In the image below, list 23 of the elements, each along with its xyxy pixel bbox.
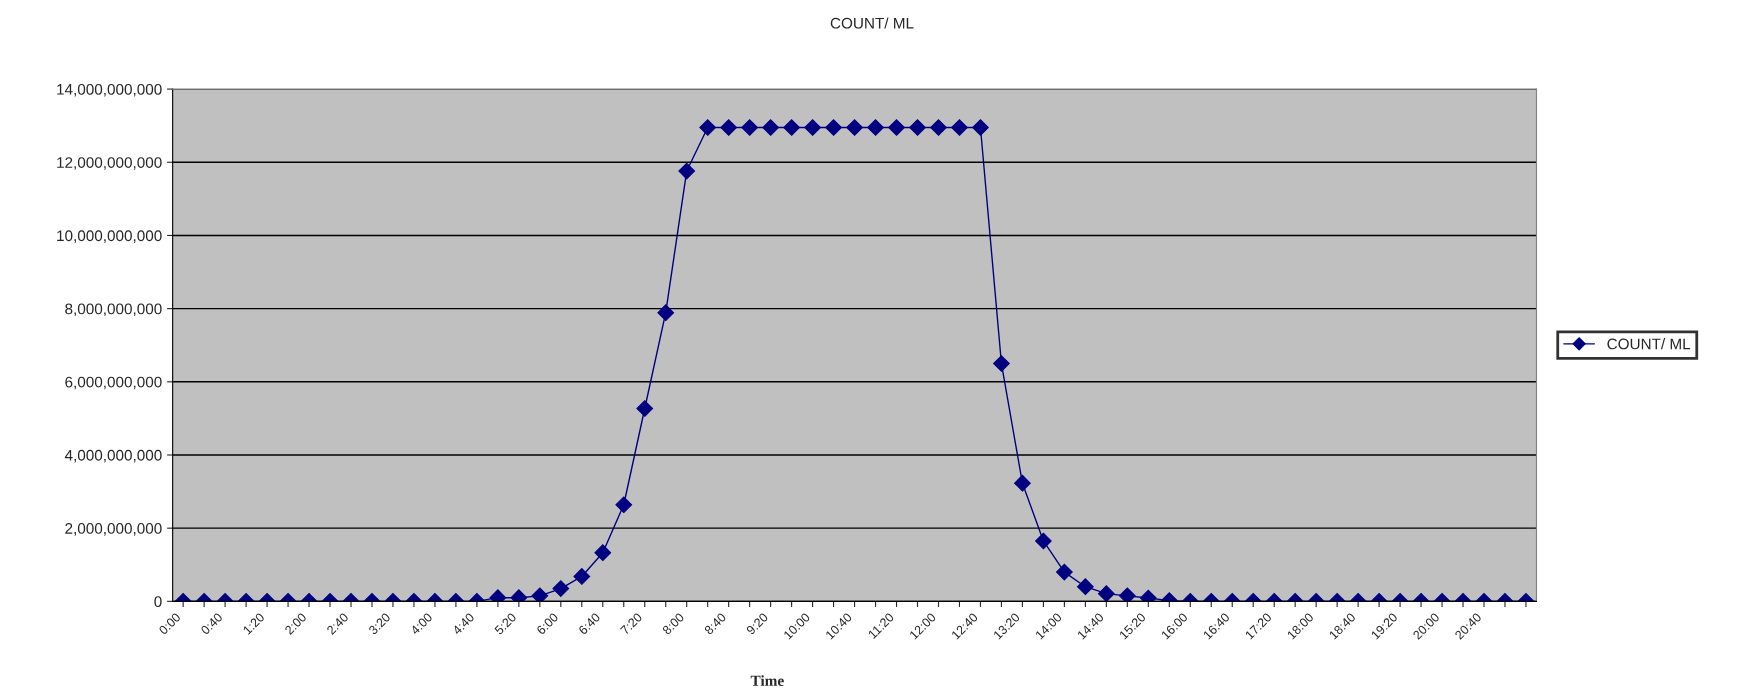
x-tick-label: 4:40	[451, 612, 475, 636]
x-tick-label: 6:00	[536, 612, 559, 636]
x-tick-label: 0:40	[200, 612, 224, 636]
y-tick-label: 8,000,000,000	[65, 303, 162, 317]
y-tick-label: 2,000,000,000	[65, 523, 162, 536]
x-tick-label: 3:20	[368, 612, 391, 636]
x-axis-title: Time	[750, 675, 784, 686]
x-tick-label: 8:40	[703, 612, 727, 636]
chart-title: COUNT/ ML	[830, 17, 914, 29]
y-tick-label: 6,000,000,000	[65, 376, 162, 390]
x-tick-label: 0:00	[158, 612, 182, 636]
y-tick-label: 14,000,000,000	[57, 83, 162, 97]
x-tick-label: 7:20	[619, 612, 643, 635]
x-tick-label: 9:20	[745, 612, 769, 636]
x-tick-label: 8:00	[661, 612, 685, 636]
y-tick-label: 0	[154, 596, 162, 608]
y-tick-label: 12,000,000,000	[57, 157, 162, 170]
x-tick-label: 4:00	[409, 612, 433, 636]
y-tick-label: 10,000,000,000	[57, 230, 162, 243]
y-tick-label: 4,000,000,000	[64, 449, 162, 463]
x-tick-label: 6:40	[578, 612, 601, 636]
legend-label: COUNT/ ML	[1607, 338, 1691, 350]
x-tick-label: 5:20	[494, 612, 517, 636]
